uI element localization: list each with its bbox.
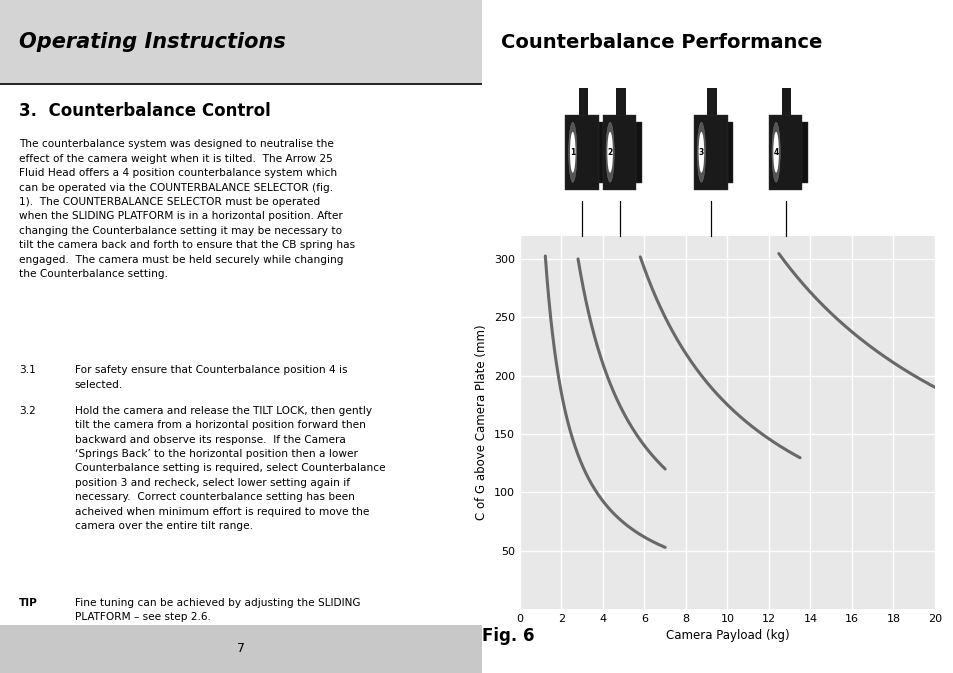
- Circle shape: [773, 132, 778, 173]
- Text: Fig. 6: Fig. 6: [481, 627, 534, 645]
- Circle shape: [569, 132, 575, 173]
- Bar: [707, 87, 716, 115]
- Bar: [630, 122, 641, 183]
- Bar: [0, 0, 481, 84]
- Text: 3: 3: [698, 148, 703, 157]
- Text: For safety ensure that Counterbalance position 4 is
selected.: For safety ensure that Counterbalance po…: [74, 365, 347, 390]
- Y-axis label: C of G above Camera Plate (mm): C of G above Camera Plate (mm): [475, 324, 488, 520]
- Text: 2: 2: [607, 148, 612, 157]
- Bar: [602, 115, 636, 190]
- Text: Hold the camera and release the TILT LOCK, then gently
tilt the camera from a ho: Hold the camera and release the TILT LOC…: [74, 406, 385, 531]
- Text: The counterbalance system was designed to neutralise the
effect of the camera we: The counterbalance system was designed t…: [19, 139, 355, 279]
- Text: 3.1: 3.1: [19, 365, 36, 376]
- Text: 7: 7: [236, 642, 245, 656]
- Bar: [0, 625, 481, 673]
- Circle shape: [608, 139, 611, 166]
- X-axis label: Camera Payload (kg): Camera Payload (kg): [665, 629, 788, 643]
- Circle shape: [570, 139, 574, 166]
- Bar: [578, 87, 588, 115]
- Bar: [565, 115, 598, 190]
- Bar: [796, 122, 807, 183]
- Circle shape: [698, 132, 703, 173]
- Text: Operating Instructions: Operating Instructions: [19, 32, 286, 52]
- Text: 4: 4: [773, 148, 778, 157]
- Bar: [616, 87, 625, 115]
- Circle shape: [605, 122, 614, 182]
- Bar: [781, 87, 791, 115]
- Bar: [593, 122, 604, 183]
- Circle shape: [699, 139, 702, 166]
- Text: 3.  Counterbalance Control: 3. Counterbalance Control: [19, 102, 271, 120]
- Bar: [693, 115, 727, 190]
- Text: 3.2: 3.2: [19, 406, 36, 416]
- Circle shape: [607, 132, 612, 173]
- Text: TIP: TIP: [19, 598, 38, 608]
- Text: Counterbalance Performance: Counterbalance Performance: [500, 32, 821, 52]
- Circle shape: [771, 122, 780, 182]
- Circle shape: [697, 122, 705, 182]
- Bar: [768, 115, 801, 190]
- Text: 1: 1: [570, 148, 575, 157]
- Text: Fine tuning can be achieved by adjusting the SLIDING
PLATFORM – see step 2.6.: Fine tuning can be achieved by adjusting…: [74, 598, 360, 622]
- Bar: [721, 122, 733, 183]
- Circle shape: [568, 122, 577, 182]
- Circle shape: [774, 139, 777, 166]
